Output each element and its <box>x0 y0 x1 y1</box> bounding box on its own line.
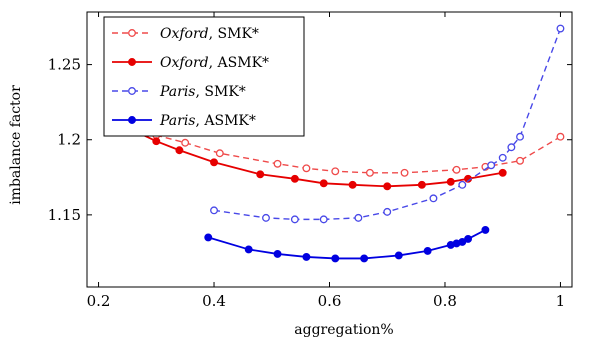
series-1-point <box>175 146 184 155</box>
y-axis-label: imbalance factor <box>8 85 24 205</box>
axes: 0.2 0.4 0.6 0.8 1 1.15 1.2 1.25 <box>48 11 573 310</box>
series-0-point <box>273 159 282 168</box>
series-2-point <box>319 215 328 224</box>
series-line-3 <box>207 229 486 260</box>
plot-area <box>123 24 565 263</box>
legend: Oxford, SMK*Oxford, ASMK*Paris, SMK*Pari… <box>103 16 305 137</box>
series-1-point <box>290 174 299 183</box>
legend-marker-3 <box>128 116 136 124</box>
y-tick-label: 1.2 <box>57 131 81 149</box>
series-2-point <box>507 143 516 152</box>
series-0-point <box>181 138 190 147</box>
series-2-point <box>458 180 467 189</box>
legend-entry-method: , ASMK* <box>209 55 269 71</box>
legend-entry-dataset: Oxford <box>160 55 209 71</box>
x-tick-label: 0.4 <box>202 292 226 310</box>
series-2-point <box>210 206 218 215</box>
x-tick-label: 0.8 <box>433 292 457 310</box>
series-2-point <box>354 213 363 222</box>
series-2-point <box>383 207 392 216</box>
legend-entry-2: Paris, SMK* <box>159 84 246 100</box>
legend-entry-method: , ASMK* <box>196 113 256 129</box>
legend-marker-2 <box>128 87 136 95</box>
series-0-point <box>331 167 340 176</box>
series-3-point <box>423 246 432 255</box>
series-1-point <box>348 180 357 189</box>
series-0-point <box>302 164 311 173</box>
series-1-point <box>446 177 455 186</box>
series-3-point <box>331 254 340 263</box>
series-2-point <box>556 24 565 33</box>
series-2-point <box>498 153 507 162</box>
series-2-point <box>429 194 438 203</box>
series-0-point <box>215 149 224 158</box>
legend-entry-method: , SMK* <box>209 26 259 42</box>
series-3-point <box>273 249 282 258</box>
series-3-point <box>204 233 213 242</box>
legend-box <box>103 16 305 137</box>
legend-entry-dataset: Paris <box>159 113 196 129</box>
series-0-point <box>400 168 409 177</box>
y-tick-label: 1.15 <box>48 206 81 224</box>
x-tick-label: 0.6 <box>318 292 342 310</box>
series-0-point <box>556 132 565 141</box>
series-1-point <box>383 182 392 191</box>
series-1-point <box>319 179 328 188</box>
series-3-point <box>302 252 311 261</box>
series-1-point <box>152 137 161 146</box>
series-3-point <box>464 234 473 243</box>
series-3-point <box>244 245 253 254</box>
series-3-point <box>360 254 369 263</box>
series-0-point <box>516 156 524 165</box>
series-0-point <box>452 165 461 174</box>
legend-marker-0 <box>128 29 136 37</box>
legend-marker-1 <box>128 58 136 66</box>
series-0-point <box>365 168 374 177</box>
legend-entry-dataset: Paris <box>159 84 196 100</box>
x-axis-label: aggregation% <box>294 322 393 338</box>
series-1-point <box>256 170 265 179</box>
series-2-point <box>516 132 524 141</box>
series-line-1 <box>127 126 503 188</box>
series-2-point <box>262 213 270 222</box>
legend-entry-1: Oxford, ASMK* <box>160 55 269 71</box>
x-tick-label: 1 <box>556 292 566 310</box>
legend-entry-method: , SMK* <box>196 84 246 100</box>
series-3-point <box>481 225 490 234</box>
series-1-point <box>210 158 218 167</box>
series-2-point <box>290 215 299 224</box>
legend-entry-0: Oxford, SMK* <box>160 26 259 42</box>
legend-entry-3: Paris, ASMK* <box>159 113 256 129</box>
legend-entry-dataset: Oxford <box>160 26 209 42</box>
series-1-point <box>417 180 426 189</box>
y-tick-label: 1.25 <box>48 56 81 74</box>
series-1-point <box>498 168 507 177</box>
series-3-point <box>394 251 403 260</box>
series-2-point <box>487 161 496 170</box>
x-tick-label: 0.2 <box>87 292 111 310</box>
